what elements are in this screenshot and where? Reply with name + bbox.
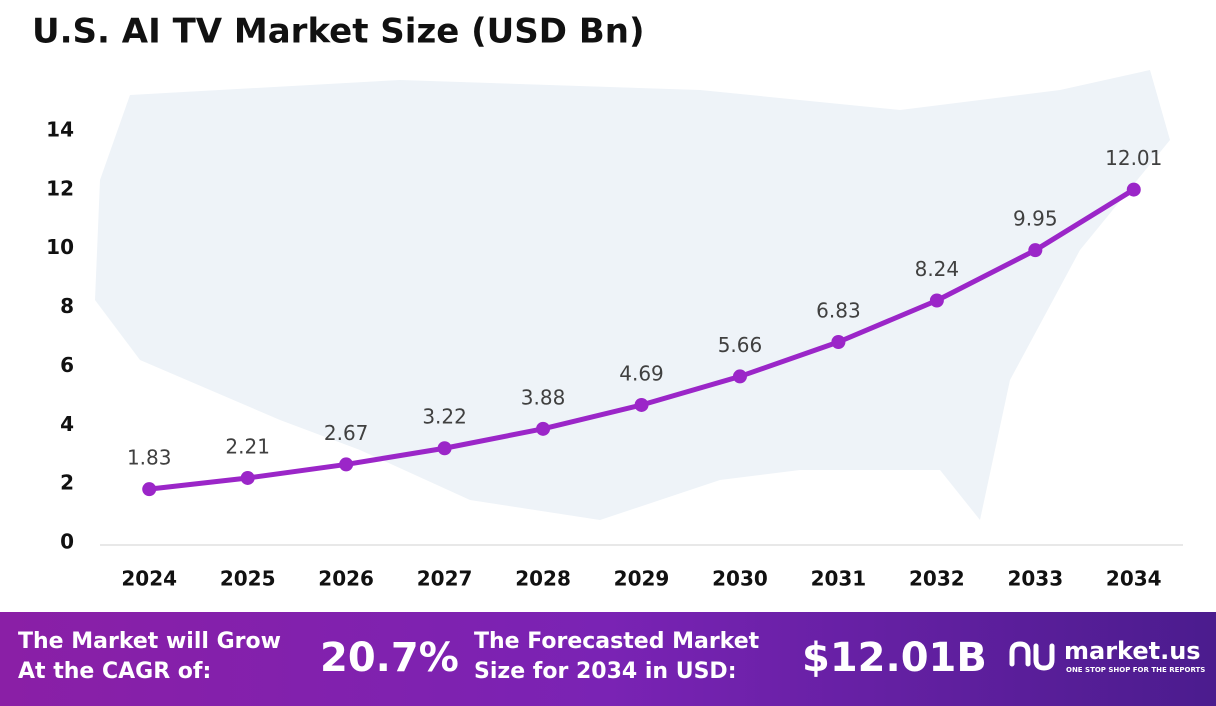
map-background xyxy=(95,70,1170,520)
marker xyxy=(634,397,649,412)
x-tick-label: 2024 xyxy=(121,567,177,591)
marker xyxy=(339,457,354,472)
y-tick-label: 14 xyxy=(46,118,74,142)
footer-text: The Market will Grow xyxy=(18,629,281,654)
y-tick-label: 2 xyxy=(60,471,74,495)
x-tick-label: 2034 xyxy=(1106,567,1162,591)
marker xyxy=(1028,243,1043,258)
footer-text: At the CAGR of: xyxy=(18,659,211,684)
data-label: 6.83 xyxy=(816,299,861,323)
marker xyxy=(1126,182,1141,197)
x-tick-label: 2025 xyxy=(220,567,276,591)
data-label: 4.69 xyxy=(619,361,664,385)
data-label: 3.22 xyxy=(422,405,467,429)
x-tick-label: 2028 xyxy=(515,567,571,591)
marker xyxy=(929,293,944,308)
brand: market.us xyxy=(1064,637,1201,665)
marker xyxy=(437,441,452,456)
x-tick-label: 2032 xyxy=(909,567,965,591)
y-tick-label: 12 xyxy=(46,176,74,200)
footer-text: Size for 2034 in USD: xyxy=(474,659,737,684)
x-tick-label: 2033 xyxy=(1007,567,1063,591)
marker xyxy=(732,369,747,384)
marker xyxy=(240,470,255,485)
footer-value: $12.01B xyxy=(802,635,987,681)
footer-value: 20.7% xyxy=(320,635,459,681)
data-label: 2.67 xyxy=(324,421,369,445)
tagline: ONE STOP SHOP FOR THE REPORTS xyxy=(1066,666,1205,674)
marker xyxy=(142,482,157,497)
data-label: 2.21 xyxy=(225,434,270,458)
data-label: 12.01 xyxy=(1105,146,1162,170)
marker xyxy=(536,421,551,436)
y-tick-label: 0 xyxy=(60,530,74,554)
data-label: 8.24 xyxy=(915,257,960,281)
logo-icon xyxy=(1009,641,1055,671)
data-label: 3.88 xyxy=(521,385,566,409)
y-tick-label: 4 xyxy=(60,412,74,436)
y-tick-label: 6 xyxy=(60,353,74,377)
x-tick-label: 2026 xyxy=(318,567,374,591)
y-tick-label: 8 xyxy=(60,294,74,318)
chart-title: U.S. AI TV Market Size (USD Bn) xyxy=(32,12,644,52)
data-label: 9.95 xyxy=(1013,207,1058,231)
footer-text: The Forecasted Market xyxy=(474,629,760,654)
x-tick-label: 2030 xyxy=(712,567,768,591)
data-label: 5.66 xyxy=(718,333,763,357)
y-tick-label: 10 xyxy=(46,235,74,259)
data-label: 1.83 xyxy=(127,446,172,470)
x-tick-label: 2031 xyxy=(811,567,867,591)
x-tick-label: 2027 xyxy=(417,567,473,591)
x-tick-label: 2029 xyxy=(614,567,670,591)
marker xyxy=(831,335,846,350)
